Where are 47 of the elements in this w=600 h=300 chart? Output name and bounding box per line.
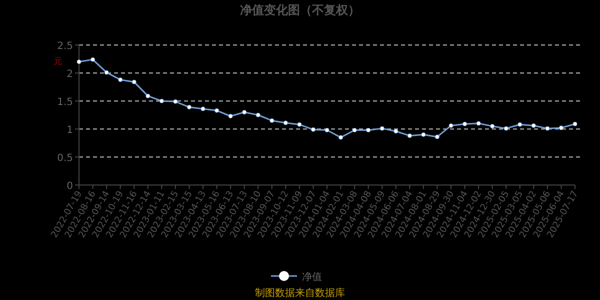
text: 制图数据来自数据库 [255, 287, 345, 299]
point [283, 120, 288, 126]
point [531, 123, 536, 128]
point [448, 123, 454, 128]
point [132, 80, 136, 84]
y-tick-label: 0 [66, 181, 73, 192]
point [352, 128, 357, 132]
point [338, 135, 344, 140]
point [490, 124, 495, 128]
y-axis-title: 元 [54, 56, 62, 67]
y-tick-label: 0.5 [57, 153, 73, 164]
point [256, 112, 260, 118]
point [90, 57, 96, 62]
point [186, 104, 192, 110]
point [394, 128, 398, 134]
point [380, 126, 384, 131]
chart-title: 净值变化图（不复权） [240, 3, 360, 17]
point [324, 128, 330, 132]
y-tick-label: 1 [66, 125, 73, 136]
point [434, 134, 440, 140]
point [366, 128, 371, 132]
point [270, 118, 274, 123]
point [200, 106, 206, 112]
point [572, 122, 578, 126]
y-tick-label: 2.5 [57, 41, 73, 52]
point [297, 122, 302, 127]
point [159, 98, 164, 104]
point [545, 126, 550, 131]
point [407, 133, 412, 138]
point [476, 121, 481, 126]
point [104, 70, 109, 75]
point [173, 99, 178, 104]
point [310, 127, 316, 132]
point [118, 77, 123, 82]
point [146, 94, 150, 98]
point [228, 114, 233, 118]
point [242, 110, 247, 114]
point [518, 122, 522, 127]
point [421, 132, 426, 137]
y-tick-label: 1.5 [57, 97, 73, 108]
y-tick-label: 2 [66, 69, 73, 80]
point [558, 126, 564, 130]
point [462, 122, 468, 126]
point [214, 108, 220, 113]
point [504, 126, 508, 131]
legend-label: 净值 [302, 271, 322, 283]
point [76, 60, 82, 64]
